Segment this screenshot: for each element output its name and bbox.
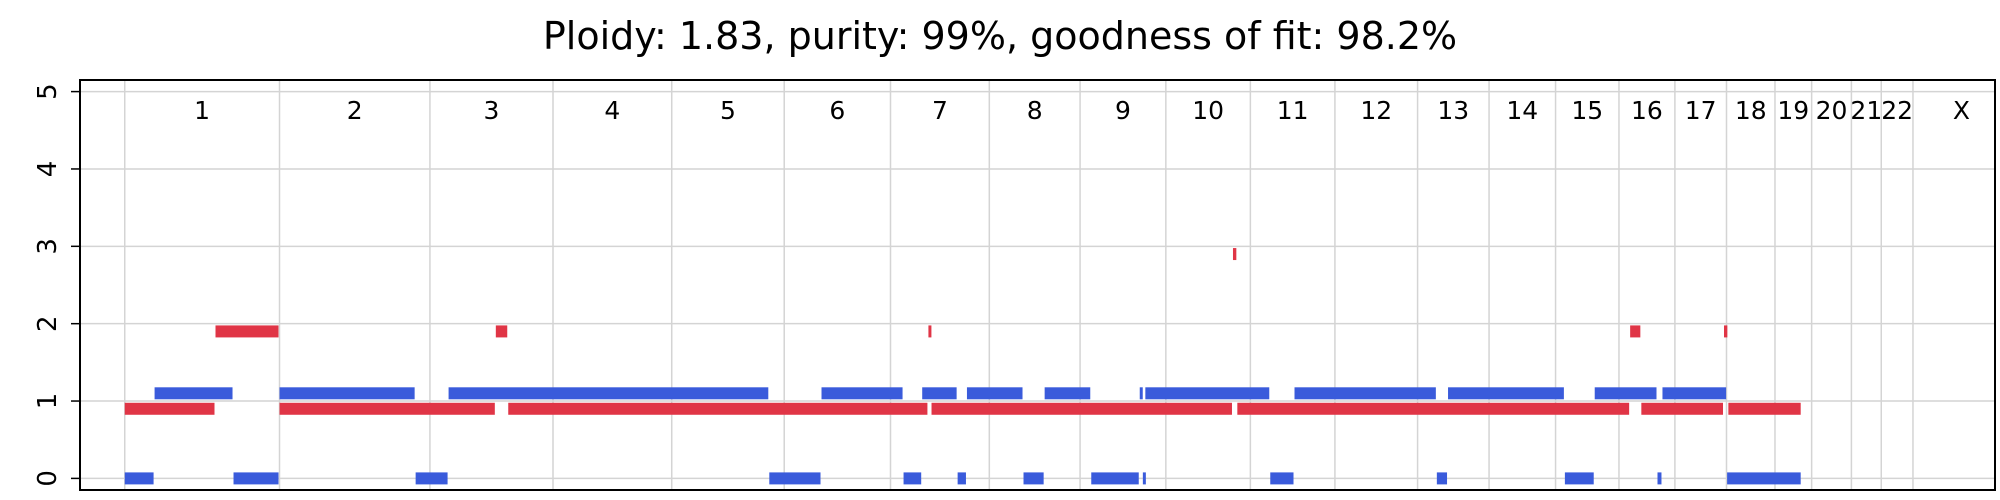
chromosome-label: 13	[1437, 96, 1469, 125]
y-tick-label: 2	[33, 315, 63, 332]
chromosome-label: 14	[1506, 96, 1538, 125]
chromosome-label: 15	[1571, 96, 1603, 125]
chromosome-label: 20	[1816, 96, 1848, 125]
chromosome-label: 5	[720, 96, 736, 125]
copy-number-segment	[922, 387, 957, 400]
chromosome-label: 22	[1881, 96, 1913, 125]
copy-number-segment	[1232, 248, 1237, 261]
copy-number-segment	[448, 387, 769, 400]
copy-number-segment	[1044, 387, 1091, 400]
copy-number-segment	[1657, 472, 1662, 485]
copy-number-segment	[1436, 472, 1448, 485]
chromosome-label: 12	[1360, 96, 1392, 125]
copy-number-segments	[124, 248, 1801, 485]
y-tick-label: 0	[33, 470, 63, 487]
y-tick-label: 4	[33, 161, 63, 178]
chromosome-label: 19	[1777, 96, 1809, 125]
chromosome-label: 16	[1631, 96, 1663, 125]
copy-number-segment	[957, 472, 966, 485]
chromosome-label: 2	[347, 96, 363, 125]
chromosome-label: X	[1953, 96, 1970, 125]
y-axis: 0 1 2 3 4 5	[33, 83, 80, 487]
chromosome-label: 18	[1735, 96, 1767, 125]
copy-number-segment	[1448, 387, 1564, 400]
y-tick-label: 5	[33, 83, 63, 100]
copy-number-segment	[821, 387, 903, 400]
copy-number-segment	[154, 387, 233, 400]
chromosome-label: 8	[1027, 96, 1043, 125]
chromosome-label: 11	[1277, 96, 1309, 125]
y-tick-label: 3	[33, 238, 63, 255]
copy-number-segment	[1728, 402, 1801, 415]
copy-number-segment	[966, 387, 1023, 400]
copy-number-segment	[1139, 387, 1143, 400]
copy-number-segment	[1662, 387, 1727, 400]
copy-number-segment	[124, 402, 215, 415]
y-tick-label: 1	[33, 393, 63, 410]
chromosome-label: 9	[1115, 96, 1131, 125]
copy-number-segment	[215, 325, 279, 338]
copy-number-segment	[769, 472, 821, 485]
copy-number-segment	[415, 472, 448, 485]
copy-number-segment	[1641, 402, 1724, 415]
copy-number-segment	[1630, 325, 1641, 338]
copy-number-segment	[1237, 402, 1630, 415]
copy-number-segment	[1724, 325, 1728, 338]
chromosome-label: 7	[932, 96, 948, 125]
chart-title: Ploidy: 1.83, purity: 99%, goodness of f…	[542, 14, 1458, 58]
chromosome-label: 10	[1192, 96, 1224, 125]
chromosome-label: 21	[1850, 96, 1882, 125]
copy-number-segment	[1294, 387, 1436, 400]
copy-number-segment	[1091, 472, 1139, 485]
copy-number-segment	[1270, 472, 1294, 485]
copy-number-segment	[1023, 472, 1044, 485]
y-gridlines	[80, 90, 1995, 480]
chromosome-label: 4	[604, 96, 620, 125]
copy-number-segment	[1594, 387, 1657, 400]
chromosome-boundaries	[124, 80, 1914, 490]
copy-number-segment	[279, 387, 415, 400]
copy-number-segment	[903, 472, 922, 485]
copy-number-segment	[1727, 472, 1801, 485]
copy-number-segment	[1564, 472, 1594, 485]
copy-number-segment	[508, 402, 928, 415]
chromosome-label: 17	[1685, 96, 1717, 125]
copy-number-segment	[928, 325, 932, 338]
copy-number-segment	[1145, 387, 1270, 400]
copy-number-segment	[124, 472, 154, 485]
chromosome-label: 6	[829, 96, 845, 125]
copy-number-segment	[1142, 472, 1146, 485]
copy-number-segment	[233, 472, 279, 485]
copy-number-segment	[279, 402, 495, 415]
copy-number-segment	[495, 325, 508, 338]
copy-number-segment	[931, 402, 1232, 415]
chromosome-label: 1	[194, 96, 210, 125]
chromosome-label: 3	[484, 96, 500, 125]
plot-frame	[79, 79, 1996, 491]
